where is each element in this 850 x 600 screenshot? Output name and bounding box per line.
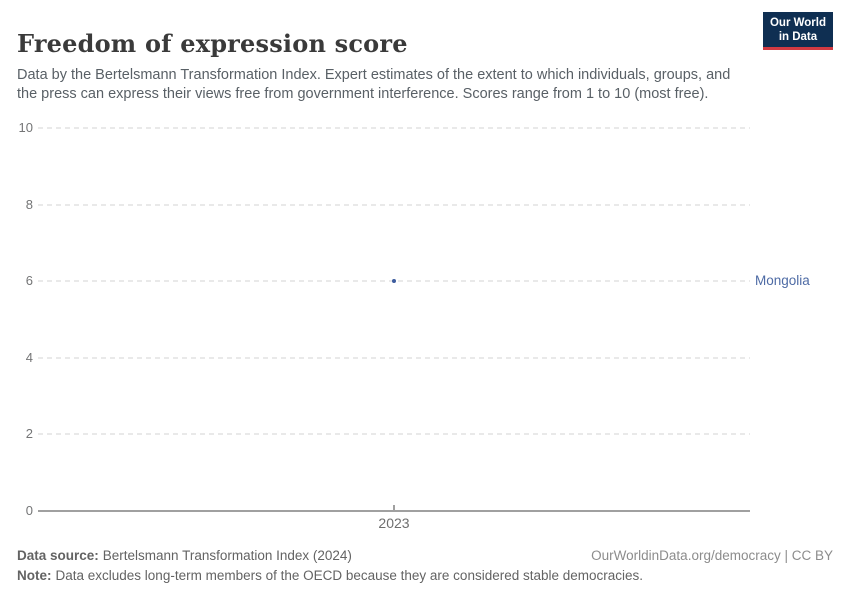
note-value: Data excludes long-term members of the O… bbox=[55, 568, 644, 583]
x-axis-line bbox=[38, 510, 750, 512]
gridline-4 bbox=[38, 356, 750, 359]
gridline-8 bbox=[38, 203, 750, 206]
y-axis-tick-label: 2 bbox=[25, 426, 33, 442]
page-title: Freedom of expression score bbox=[17, 29, 408, 59]
y-axis-tick-label: 10 bbox=[18, 120, 33, 135]
chart-subtitle: Data by the Bertelsmann Transformation I… bbox=[17, 66, 731, 102]
data-source-line: Data source: Bertelsmann Transformation I… bbox=[17, 548, 352, 563]
y-axis-tick-label: 0 bbox=[25, 503, 33, 518]
note-line: Note: Data excludes long-term members of … bbox=[17, 568, 643, 583]
attribution-link[interactable]: OurWorldinData.org/democracy | CC BY bbox=[591, 548, 833, 563]
y-axis-tick-label: 4 bbox=[25, 349, 33, 365]
y-axis-tick-label: 8 bbox=[25, 196, 33, 212]
gridline-2 bbox=[38, 433, 750, 436]
owid-logo-line1: Our World bbox=[769, 17, 826, 29]
gridline-10 bbox=[38, 127, 750, 129]
y-axis-tick-label: 6 bbox=[25, 273, 33, 289]
x-axis-tick bbox=[393, 505, 395, 511]
data-source-label: Data source: bbox=[17, 548, 99, 563]
owid-logo-line2: in Data bbox=[778, 31, 818, 43]
owid-logo[interactable]: Our World in Data bbox=[762, 12, 833, 50]
series-label[interactable]: Mongolia bbox=[755, 273, 810, 289]
data-source-value: Bertelsmann Transformation Index (2024) bbox=[102, 548, 352, 563]
x-axis-tick-label: 2023 bbox=[378, 515, 410, 531]
note-label: Note: bbox=[17, 568, 52, 583]
data-point[interactable] bbox=[391, 278, 397, 284]
